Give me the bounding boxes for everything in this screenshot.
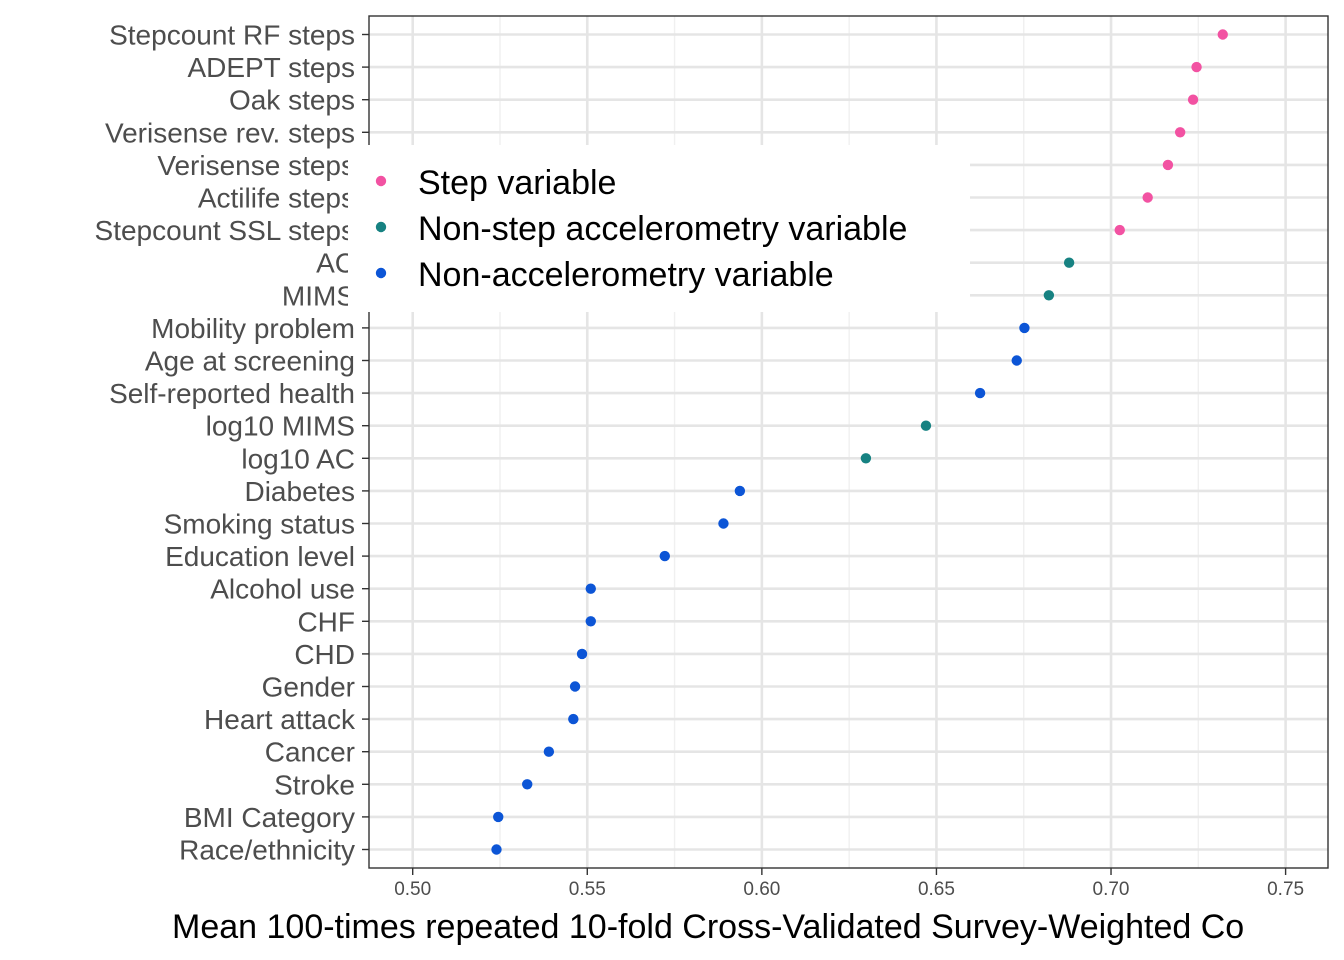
- legend-key: [375, 221, 387, 233]
- x-tick-label: 0.70: [1093, 879, 1130, 900]
- y-tick-label: Education level: [165, 541, 355, 572]
- data-point: [1019, 322, 1030, 334]
- y-tick-label: Gender: [262, 672, 355, 703]
- data-point: [1043, 290, 1055, 301]
- y-tick-label: Cancer: [265, 737, 355, 768]
- data-point: [718, 518, 729, 529]
- y-tick-label: Verisense steps: [157, 150, 355, 181]
- data-point: [974, 387, 986, 399]
- y-tick-label: Stepcount RF steps: [109, 20, 355, 51]
- legend-background: [348, 145, 970, 312]
- data-point: [659, 550, 670, 562]
- data-point: [1142, 192, 1153, 203]
- x-tick-label: 0.65: [918, 879, 955, 900]
- legend-key: [375, 267, 387, 279]
- y-tick-label: ADEPT steps: [187, 52, 355, 83]
- y-tick-label: Stepcount SSL steps: [95, 215, 355, 246]
- legend: Step variable Non-step accelerometry vari…: [348, 145, 970, 312]
- y-tick-label: log10 MIMS: [206, 411, 355, 442]
- data-point: [1217, 29, 1228, 40]
- data-point: [920, 420, 932, 431]
- data-point: [1187, 94, 1199, 105]
- data-point: [1114, 224, 1125, 236]
- y-tick-label: Verisense rev. steps: [105, 117, 355, 148]
- gridlines: [369, 16, 1328, 868]
- y-tick-label: Oak steps: [229, 85, 355, 116]
- data-point: [860, 453, 872, 464]
- y-tick-label: Alcohol use: [210, 574, 355, 605]
- data-point: [1063, 257, 1075, 268]
- data-point: [568, 713, 579, 725]
- x-axis: 0.50 0.55 0.60 0.65 0.70 0.75: [394, 868, 1304, 900]
- legend-label: Non-accelerometry variable: [418, 256, 834, 294]
- legend-key: [375, 175, 387, 187]
- x-tick-label: 0.55: [569, 879, 606, 900]
- y-tick-label: BMI Category: [184, 802, 355, 833]
- y-tick-label: Actilife steps: [198, 183, 355, 214]
- data-point: [585, 583, 596, 594]
- plot-panel-border: [368, 15, 1329, 869]
- legend-label: Step variable: [418, 164, 616, 202]
- x-tick-label: 0.50: [394, 879, 431, 900]
- data-point: [585, 616, 596, 627]
- data-point: [1191, 61, 1202, 73]
- data-point: [734, 485, 746, 497]
- y-tick-label: Self-reported health: [109, 378, 355, 409]
- data-points: [491, 29, 1228, 855]
- data-point: [491, 844, 502, 855]
- data-point: [1011, 355, 1022, 366]
- y-tick-label: Diabetes: [244, 476, 355, 507]
- x-tick-label: 0.60: [743, 879, 780, 900]
- y-tick-label: Smoking status: [164, 509, 355, 540]
- data-point: [522, 779, 533, 790]
- data-point: [1174, 127, 1186, 138]
- y-tick-label: Stroke: [274, 769, 355, 800]
- data-point: [576, 648, 588, 660]
- legend-label: Non-step accelerometry variable: [418, 210, 907, 248]
- data-point: [569, 681, 581, 692]
- data-point: [493, 811, 504, 823]
- y-tick-label: CHD: [294, 639, 355, 670]
- data-point: [1162, 159, 1174, 171]
- y-tick-label: Heart attack: [204, 704, 356, 735]
- x-tick-label: 0.75: [1267, 879, 1304, 900]
- y-tick-label: CHF: [297, 606, 355, 637]
- y-tick-label: MIMS: [282, 280, 355, 311]
- y-tick-label: Mobility problem: [151, 313, 355, 344]
- y-tick-label: Race/ethnicity: [179, 835, 355, 866]
- data-point: [543, 746, 555, 757]
- y-tick-label: Age at screening: [145, 346, 355, 377]
- y-tick-label: log10 AC: [241, 443, 355, 474]
- x-axis-title: Mean 100-times repeated 10-fold Cross-Va…: [172, 908, 1244, 946]
